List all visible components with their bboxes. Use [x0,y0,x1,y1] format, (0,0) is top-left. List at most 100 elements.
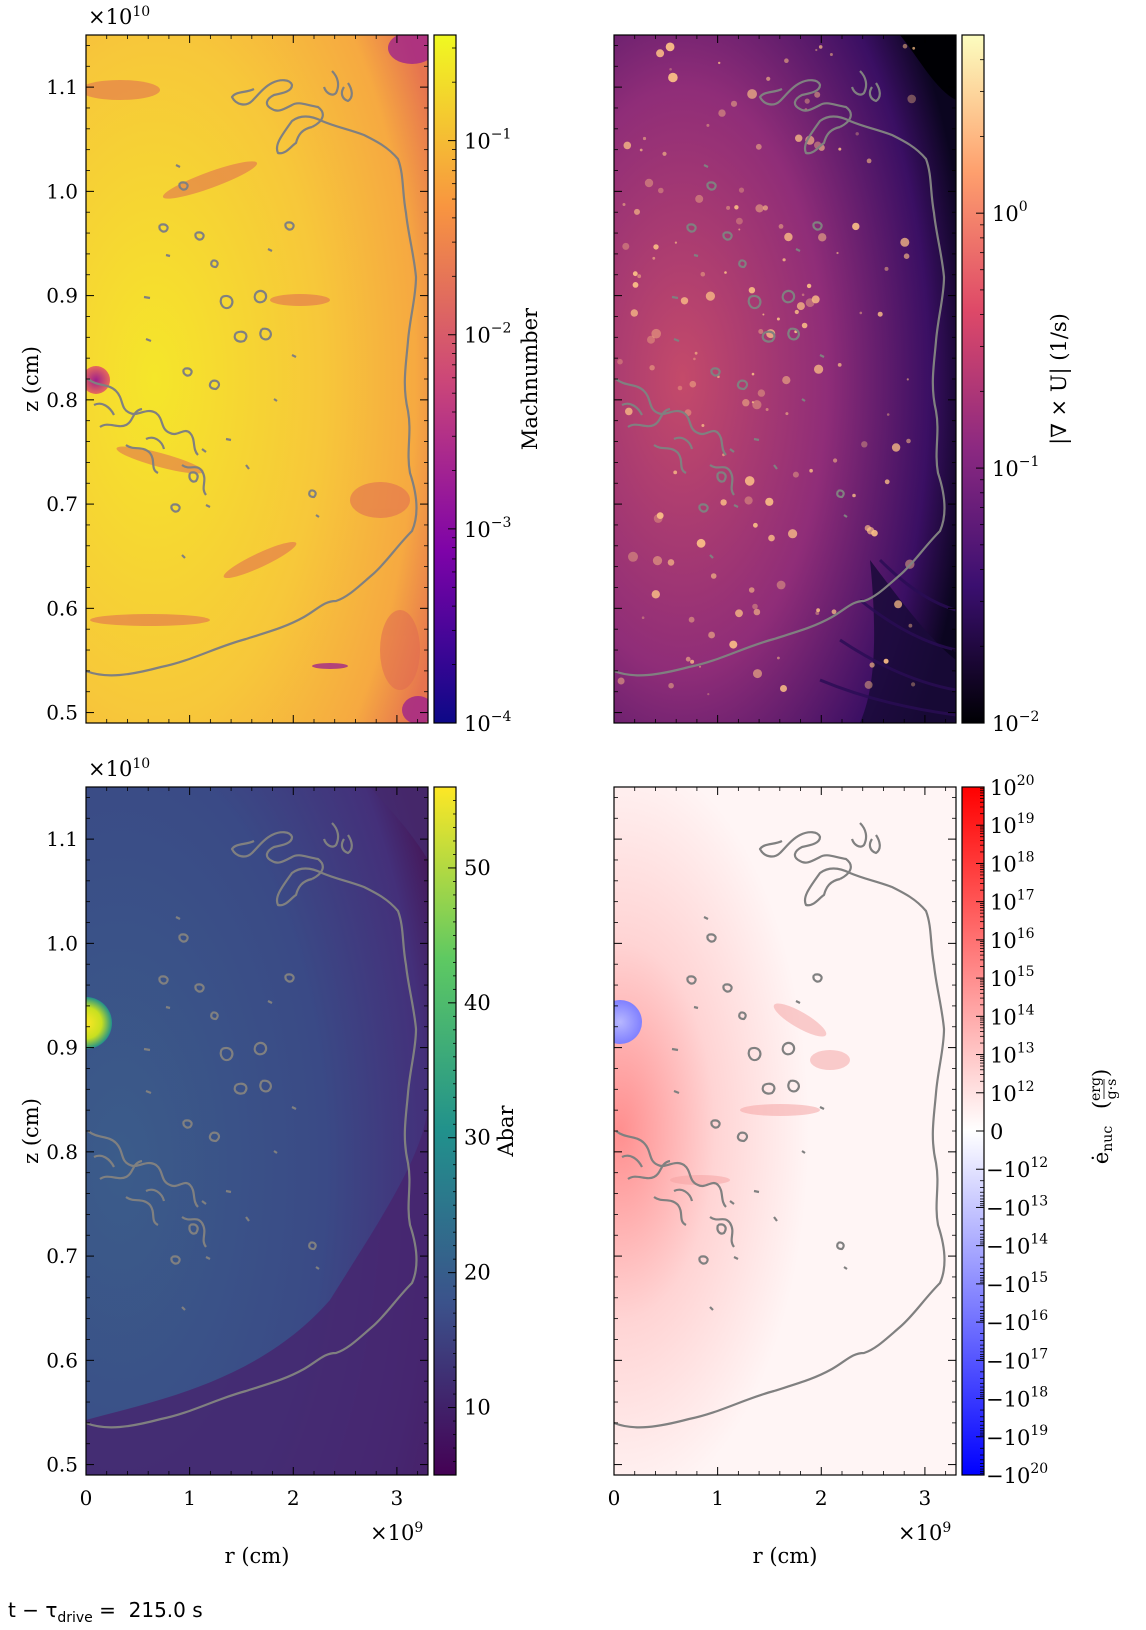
axes-machnumber: 0.5 0.6 0.7 0.8 0.9 1.0 1.1 [46,35,428,725]
vortex-speck [765,497,774,506]
y-tick-label: 1.0 [46,179,78,203]
x-offset-label: ×109 [898,1520,951,1545]
x-axis-label: r (cm) [753,1544,818,1568]
vortex-speck [634,208,640,215]
colorbar-tick-label: −1015 [986,1270,1048,1297]
vortex-speck [744,496,753,505]
vortex-speck [884,479,890,485]
panel-enuc: 0 1 2 3 r (cm) ×109 [608,786,957,1568]
y-tick-label: 0.9 [46,284,78,308]
vortex-speck [718,109,726,117]
x-tick-label: 1 [711,1486,724,1510]
y-tick-label: 0.7 [46,1244,78,1268]
vortex-speck [811,295,820,304]
vortex-speck [710,573,717,579]
colorbar-tick-label: −1019 [986,1423,1048,1450]
x-tick-label: 2 [815,1486,828,1510]
colorbar-tick-label: 1018 [990,849,1035,876]
vortex-speck [677,385,683,391]
panel-vorticity [613,34,957,724]
axes-enuc: 0 1 2 3 [608,787,956,1510]
vortex-speck [632,282,639,288]
colorbar-vorticity-label: |∇ × U| (1/s) [1047,313,1072,445]
vortex-speck [718,61,721,65]
vortex-speck [630,309,638,317]
vortex-speck [784,232,793,242]
colorbar-tick-label: 10−2 [464,321,511,348]
abar-field [86,787,428,1475]
vortex-speck [747,89,757,99]
vortex-speck [906,438,911,444]
vortex-speck [866,158,872,164]
svg-text:ėnuc: ėnuc [1089,1126,1116,1164]
colorbar-tick-label: 100 [992,199,1028,226]
time-label: t − τdrive = 215.0 s [8,1598,203,1626]
colorbar-tick-label: 10−1 [992,454,1039,481]
vortex-speck [753,522,758,528]
vortex-speck [641,616,645,619]
vorticity-field [614,35,956,723]
vortex-speck [669,68,672,71]
vortex-speck [668,682,674,689]
vortex-speck [836,251,839,255]
vortex-speck [765,408,769,411]
vortex-speck [649,365,655,371]
vortex-speck [782,376,791,385]
colorbar-tick-label: 10−3 [464,515,511,542]
vortex-speck [753,669,762,679]
vortex-speck [622,242,630,250]
colorbar-tick-label: 50 [464,856,491,880]
vortex-speck [724,271,727,274]
vortex-speck [829,53,833,56]
x-tick-label: 1 [183,1486,196,1510]
colorbar-tick-label: 10−1 [464,127,511,154]
vortex-speck [814,364,824,374]
vortex-speck [656,49,665,58]
vortex-speck [653,244,659,250]
vortex-speck [816,608,820,613]
vortex-speck [794,309,799,315]
svg-text:g·s: g·s [1104,1079,1120,1100]
colorbar-enuc-label: ėnuc ( erg g·s ) [1088,1069,1120,1164]
colorbar-abar-label: Abar [494,1104,518,1157]
y-tick-label: 1.1 [46,75,78,99]
vortex-speck [736,217,743,225]
colorbar-machnumber-gradient [434,35,456,723]
colorbar-tick-label: −1012 [986,1155,1048,1182]
vortex-speck [883,658,889,664]
vortex-speck [700,271,706,277]
y-offset-label: ×1010 [88,756,150,781]
vortex-speck [855,132,859,136]
svg-text:): ) [1089,1069,1113,1077]
y-tick-label: 0.5 [46,701,78,725]
colorbar-vorticity-gradient [962,35,984,723]
vortex-speck [815,611,820,615]
vortex-speck [903,253,910,259]
vortex-speck [730,100,738,107]
x-tick-label: 2 [287,1486,300,1510]
vortex-speck [801,322,808,329]
y-axis-label: z (cm) [19,1098,43,1164]
vortex-speck [762,313,765,316]
vortex-speck [656,512,664,519]
vortex-speck [652,556,663,566]
vortex-speck [755,204,764,213]
vortex-speck [906,378,909,381]
vortex-speck [866,527,875,535]
vortex-speck [752,603,758,610]
vortex-speck [861,441,868,448]
x-tick-label: 3 [919,1486,932,1510]
vortex-speck [751,372,755,376]
colorbar-tick-label: 1019 [990,811,1035,838]
vortex-speck [738,187,745,193]
vortex-speck [804,98,810,104]
svg-text:erg: erg [1088,1077,1104,1101]
vortex-speck [776,580,786,590]
colorbar-enuc-gradient [962,787,984,1475]
vortex-speck [625,407,633,416]
vortex-speck [673,470,678,475]
vortex-speck [689,380,697,388]
vortex-speck [622,203,626,206]
enuc-field [614,787,956,1475]
